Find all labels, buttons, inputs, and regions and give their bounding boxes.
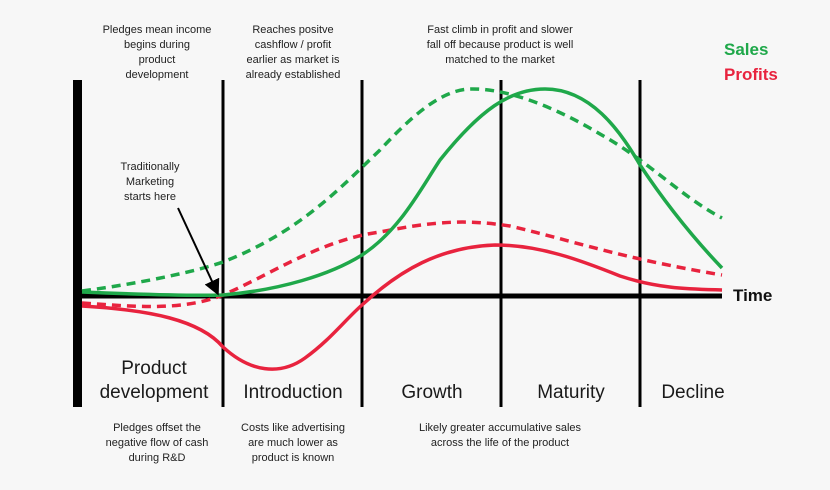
stage-growth: Growth: [401, 382, 463, 403]
top-note-product-development: Pledges mean income begins during produc…: [102, 24, 212, 81]
bottom-note-growth-maturity: Likely greater accumulative sales across…: [418, 422, 582, 449]
stage-maturity: Maturity: [537, 382, 605, 403]
legend-profits: Profits: [724, 65, 778, 84]
left-axis-bar: [73, 80, 82, 407]
time-axis-label: Time: [733, 286, 773, 305]
top-note-growth-maturity: Fast climb in profit and slower fall off…: [426, 24, 574, 66]
sales-solid-curve: [81, 87, 724, 298]
top-note-introduction: Reaches positve cashflow / profit earlie…: [245, 24, 341, 81]
profits-solid-curve: [81, 243, 723, 371]
callout-arrow: [177, 207, 220, 296]
stage-decline: Decline: [661, 382, 725, 403]
profits-dashed-curve: [81, 220, 723, 309]
stage-product-development: Product development: [99, 358, 209, 403]
bottom-note-product-development: Pledges offset the negative flow of cash…: [105, 422, 209, 464]
stage-introduction: Introduction: [243, 382, 343, 403]
legend-sales: Sales: [724, 40, 769, 59]
callout-marketing-start: Traditionally Marketing starts here: [120, 161, 180, 203]
bottom-note-introduction: Costs like advertising are much lower as…: [241, 422, 345, 464]
